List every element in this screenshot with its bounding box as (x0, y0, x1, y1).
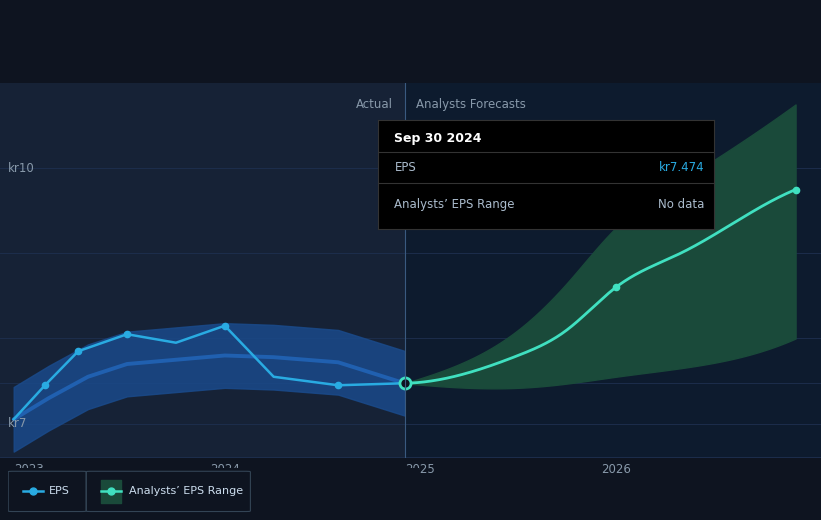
Text: kr7.474: kr7.474 (658, 161, 704, 174)
Text: Analysts’ EPS Range: Analysts’ EPS Range (130, 486, 244, 497)
Text: Sep 30 2024: Sep 30 2024 (395, 132, 482, 145)
Text: kr10: kr10 (8, 162, 34, 175)
Text: Actual: Actual (356, 98, 393, 111)
Text: EPS: EPS (49, 486, 70, 497)
Text: EPS: EPS (395, 161, 416, 174)
Text: Analysts Forecasts: Analysts Forecasts (416, 98, 526, 111)
Bar (0, 83, 405, 458)
Text: kr7: kr7 (8, 417, 27, 430)
Text: Analysts’ EPS Range: Analysts’ EPS Range (395, 198, 515, 211)
Text: No data: No data (658, 198, 704, 211)
